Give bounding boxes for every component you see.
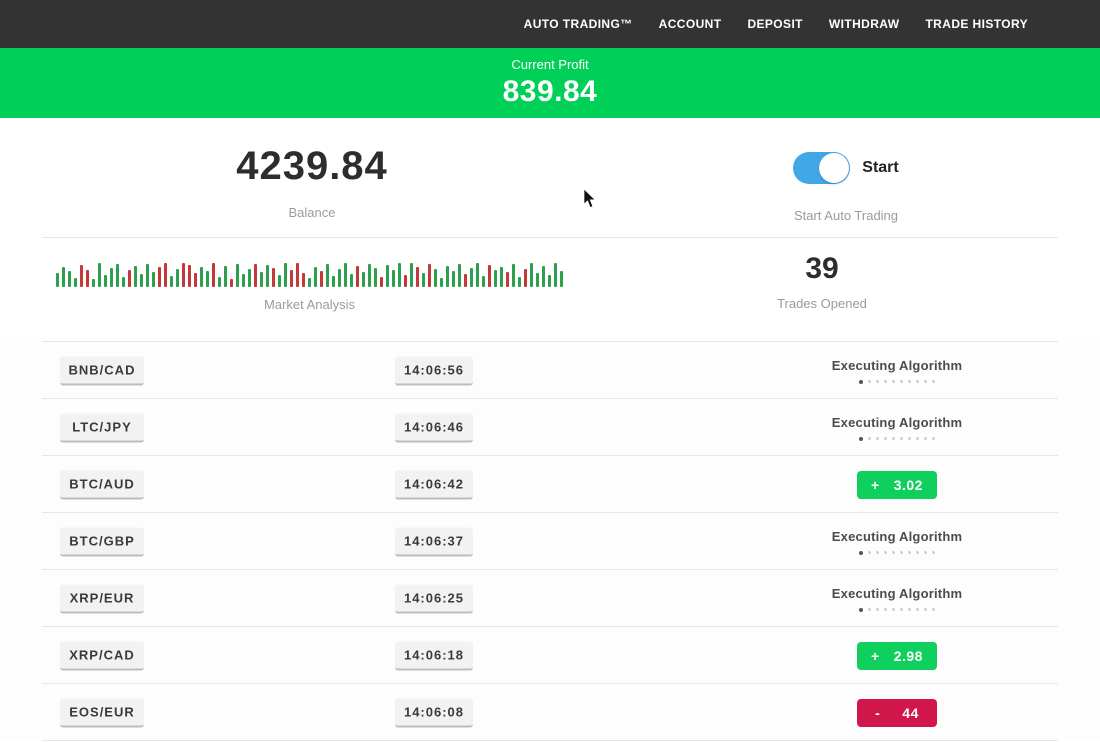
progress-dots (797, 436, 997, 441)
toggle-label: Start (862, 159, 899, 176)
pair-chip: XRP/CAD (60, 641, 144, 670)
time-chip: 14:06:18 (395, 641, 473, 670)
badge-value: 44 (902, 704, 919, 721)
pair-chip: BTC/AUD (60, 470, 144, 499)
nav-trade-history[interactable]: TRADE HISTORY (925, 17, 1028, 31)
row-divider (42, 626, 1058, 627)
market-analysis-chart (56, 263, 563, 287)
trade-row: BTC/GBP 14:06:37 Executing Algorithm (0, 513, 1100, 570)
auto-trading-toggle-block: Start Start Auto Trading (746, 152, 946, 223)
nav-account[interactable]: ACCOUNT (658, 17, 722, 31)
trade-status: Executing Algorithm (797, 415, 997, 441)
badge-value: 2.98 (893, 647, 923, 664)
profit-badge: +2.98 (857, 641, 937, 670)
trade-list: BNB/CAD 14:06:56 Executing Algorithm LTC… (0, 342, 1100, 741)
badge-sign: + (871, 476, 880, 493)
balance-block: 4239.84 Balance (112, 144, 512, 220)
trade-status: Executing Algorithm (797, 358, 997, 384)
row-divider (42, 740, 1058, 741)
row-divider (42, 398, 1058, 399)
executing-label: Executing Algorithm (831, 357, 963, 373)
trade-row: XRP/EUR 14:06:25 Executing Algorithm (0, 570, 1100, 627)
pair-chip: LTC/JPY (60, 413, 144, 442)
pair-chip: XRP/EUR (60, 584, 144, 613)
row-divider (42, 455, 1058, 456)
trades-opened-label: Trades Opened (777, 296, 867, 311)
time-chip: 14:06:08 (395, 698, 473, 727)
trade-row: XRP/CAD 14:06:18 +2.98 (0, 627, 1100, 684)
profit-banner-label: Current Profit (511, 57, 589, 72)
pair-chip: BNB/CAD (60, 356, 144, 385)
time-chip: 14:06:46 (395, 413, 473, 442)
trade-row: BNB/CAD 14:06:56 Executing Algorithm (0, 342, 1100, 399)
trade-status: Executing Algorithm (797, 529, 997, 555)
progress-dots (797, 379, 997, 384)
trades-opened-block: 39 Trades Opened (722, 252, 922, 311)
executing-label: Executing Algorithm (831, 585, 963, 601)
profit-badge: +3.02 (857, 470, 937, 499)
top-nav: AUTO TRADING™ ACCOUNT DEPOSIT WITHDRAW T… (0, 0, 1100, 48)
trade-status: +3.02 (797, 470, 997, 499)
section-divider (42, 341, 1058, 342)
executing-label: Executing Algorithm (831, 414, 963, 430)
toggle-sublabel: Start Auto Trading (793, 208, 899, 223)
executing-label: Executing Algorithm (831, 528, 963, 544)
trade-status: +2.98 (797, 641, 997, 670)
market-analysis-section: Market Analysis 39 Trades Opened (0, 238, 1100, 342)
market-analysis-label: Market Analysis (263, 297, 356, 312)
balance-value: 4239.84 (236, 144, 388, 188)
profit-banner: Current Profit 839.84 (0, 48, 1100, 118)
trade-row: LTC/JPY 14:06:46 Executing Algorithm (0, 399, 1100, 456)
pair-chip: EOS/EUR (60, 698, 144, 727)
auto-trading-toggle[interactable] (793, 152, 851, 184)
time-chip: 14:06:56 (395, 356, 473, 385)
pair-chip: BTC/GBP (60, 527, 144, 556)
nav-withdraw[interactable]: WITHDRAW (828, 17, 900, 31)
row-divider (42, 569, 1058, 570)
row-divider (42, 683, 1058, 684)
trades-opened-value: 39 (805, 252, 839, 285)
progress-dots (797, 607, 997, 612)
trade-status: - 44 (797, 698, 997, 727)
loss-badge: - 44 (857, 698, 937, 727)
section-divider (42, 237, 1058, 238)
badge-value: 3.02 (893, 476, 923, 493)
nav-deposit[interactable]: DEPOSIT (747, 17, 803, 31)
badge-sign: + (871, 647, 880, 664)
toggle-knob (819, 153, 850, 183)
nav-auto-trading[interactable]: AUTO TRADING™ (523, 17, 633, 31)
row-divider (42, 512, 1058, 513)
time-chip: 14:06:42 (395, 470, 473, 499)
badge-sign: - (875, 704, 881, 721)
time-chip: 14:06:25 (395, 584, 473, 613)
trade-row: BTC/AUD 14:06:42 +3.02 (0, 456, 1100, 513)
trade-row: EOS/EUR 14:06:08 - 44 (0, 684, 1100, 741)
trade-status: Executing Algorithm (797, 586, 997, 612)
balance-section: 4239.84 Balance Start Start Auto Trading (0, 118, 1100, 238)
balance-label: Balance (288, 205, 336, 220)
progress-dots (797, 550, 997, 555)
profit-banner-value: 839.84 (502, 75, 598, 108)
time-chip: 14:06:37 (395, 527, 473, 556)
